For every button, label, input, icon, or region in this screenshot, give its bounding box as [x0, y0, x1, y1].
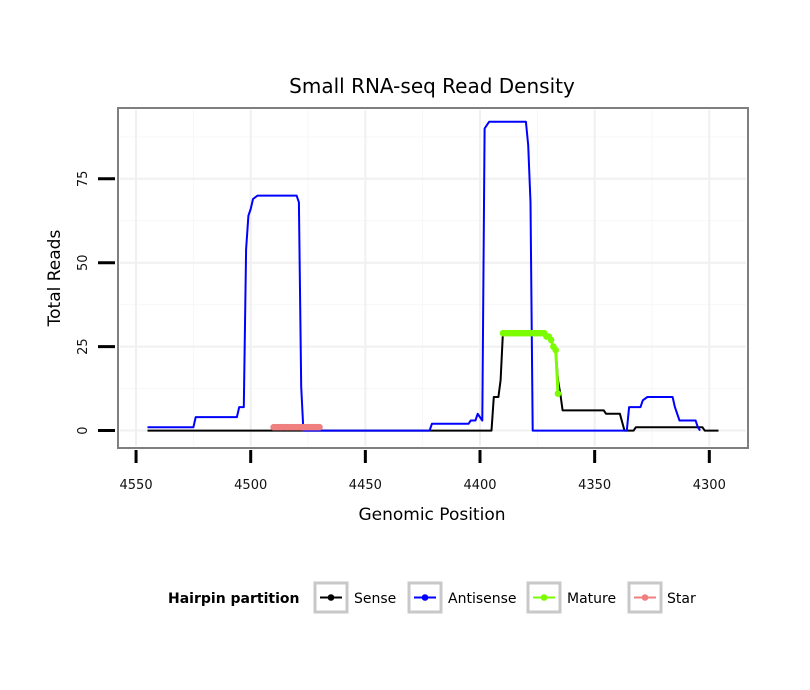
legend-label: Star	[667, 591, 696, 607]
x-axis-title: Genomic Position	[358, 505, 505, 525]
legend-item-mature: Mature	[526, 581, 616, 614]
y-tick-label: 25	[76, 338, 91, 355]
series-star	[270, 423, 323, 431]
legend-item-star: Star	[627, 581, 696, 614]
series-antisense	[147, 120, 701, 432]
legend-key-point	[641, 594, 649, 601]
mature-point	[552, 346, 559, 354]
y-axis: 0 25 50 75	[76, 171, 115, 435]
star-point	[316, 423, 323, 431]
x-tick-label: 4400	[463, 478, 496, 493]
legend-label: Antisense	[448, 591, 517, 607]
mature-point	[554, 390, 562, 397]
x-tick-label: 4350	[578, 478, 611, 493]
legend-key-point	[327, 594, 335, 601]
series-layer	[147, 120, 719, 432]
x-tick-label: 4300	[693, 478, 726, 493]
mature-point	[547, 336, 555, 344]
chart-title: Small RNA-seq Read Density	[289, 74, 575, 98]
x-axis: 4550 4500 4450 4400 4350 4300	[120, 450, 726, 493]
legend: Hairpin partition Sense Antisense Mature St…	[168, 581, 696, 614]
legend-item-antisense: Antisense	[407, 581, 517, 614]
legend-label: Mature	[567, 591, 616, 607]
y-tick-label: 50	[76, 254, 91, 271]
plot-panel	[117, 107, 749, 449]
legend-key-point	[540, 594, 548, 601]
x-tick-label: 4500	[234, 478, 267, 493]
legend-item-sense: Sense	[313, 581, 396, 614]
series-mature	[499, 329, 562, 397]
y-axis-title: Total Reads	[45, 230, 65, 328]
x-tick-label: 4450	[349, 478, 382, 493]
y-tick-label: 75	[76, 171, 91, 188]
x-tick-label: 4550	[120, 478, 153, 493]
plot-background	[117, 107, 749, 449]
legend-key-point	[421, 594, 429, 601]
grid-minor	[120, 110, 746, 446]
legend-label: Sense	[354, 591, 396, 607]
legend-items: Sense Antisense Mature Star	[313, 581, 696, 614]
y-tick-label: 0	[76, 426, 91, 434]
antisense-line	[147, 120, 701, 432]
grid-major	[120, 110, 746, 446]
legend-title: Hairpin partition	[168, 591, 299, 607]
